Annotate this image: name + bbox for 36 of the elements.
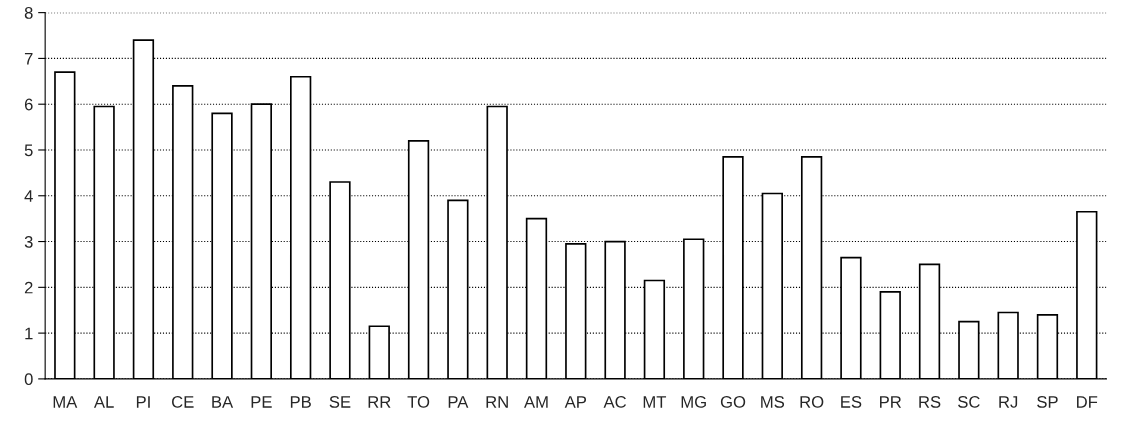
x-tick-label: RS <box>919 396 941 408</box>
x-tick-label: BA <box>212 396 234 408</box>
y-tick-label: 6 <box>24 98 33 111</box>
x-tick-label: GO <box>720 396 746 408</box>
x-tick-label: SP <box>1037 396 1058 408</box>
y-tick-label: 1 <box>25 327 33 340</box>
x-tick-label: SC <box>958 396 980 408</box>
x-tick-label: PE <box>251 396 272 408</box>
x-tick-label: AM <box>524 396 548 408</box>
x-tick-label: AC <box>603 396 627 408</box>
x-tick-label: RJ <box>999 396 1018 408</box>
x-tick-label: PI <box>136 396 150 408</box>
x-tick-label: PB <box>290 396 311 408</box>
x-tick-label: MA <box>53 396 78 408</box>
x-tick-label: CE <box>172 396 194 408</box>
x-tick-label: PR <box>880 396 902 408</box>
x-tick-label: RN <box>486 396 508 408</box>
x-tick-label: MG <box>681 396 706 408</box>
x-tick-label: DF <box>1077 396 1098 408</box>
x-tick-label: RO <box>800 396 824 408</box>
x-tick-label: MS <box>761 396 785 408</box>
y-tick-label: 3 <box>24 235 33 248</box>
x-tick-label: TO <box>407 396 430 408</box>
y-tick-label: 2 <box>24 281 33 294</box>
y-tick-label: 8 <box>24 7 33 19</box>
x-tick-label: AL <box>93 396 114 408</box>
x-tick-label: SE <box>329 396 351 408</box>
x-tick-label: MT <box>643 396 667 408</box>
x-tick-label: ES <box>841 396 862 408</box>
y-tick-label: 7 <box>24 52 33 65</box>
x-tick-label: AP <box>564 396 587 408</box>
y-tick-label: 5 <box>24 144 33 157</box>
x-tick-label: PA <box>448 396 469 408</box>
x-tick-label: RR <box>368 396 391 408</box>
y-tick-label: 0 <box>24 373 33 386</box>
y-tick-label: 4 <box>24 190 33 202</box>
